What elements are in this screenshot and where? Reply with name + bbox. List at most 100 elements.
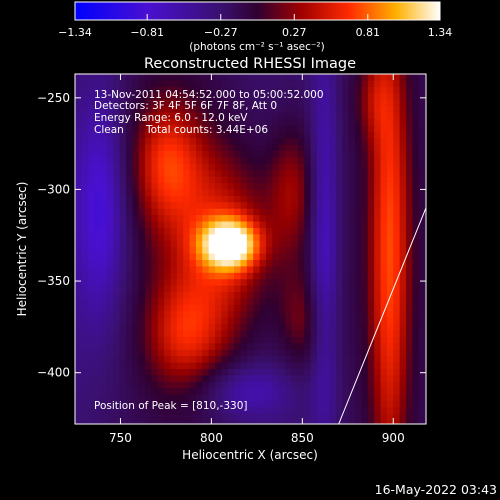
heatmap-cell — [278, 195, 286, 203]
heatmap-cell — [221, 304, 229, 312]
heatmap-cell — [240, 375, 248, 383]
heatmap-cell — [367, 311, 375, 319]
heatmap-cell — [393, 144, 401, 152]
heatmap-cell — [335, 125, 343, 133]
heatmap-cell — [399, 369, 407, 377]
heatmap-cell — [132, 304, 140, 312]
heatmap-cell — [151, 240, 159, 248]
heatmap-cell — [176, 240, 184, 248]
heatmap-cell — [418, 125, 426, 133]
heatmap-cell — [335, 131, 343, 139]
heatmap-cell — [335, 208, 343, 216]
heatmap-cell — [145, 99, 152, 107]
heatmap-cell — [316, 394, 324, 402]
heatmap-cell — [329, 234, 337, 242]
heatmap-cell — [405, 362, 413, 370]
heatmap-cell — [125, 375, 133, 383]
heatmap-cell — [106, 343, 114, 351]
heatmap-cell — [246, 285, 254, 293]
heatmap-cell — [221, 74, 229, 82]
heatmap-cell — [342, 163, 350, 171]
heatmap-cell — [386, 356, 394, 364]
heatmap-cell — [170, 247, 178, 255]
heatmap-cell — [125, 266, 133, 274]
heatmap-cell — [145, 349, 152, 357]
heatmap-cell — [106, 183, 114, 191]
heatmap-cell — [227, 170, 235, 178]
heatmap-cell — [393, 176, 401, 184]
heatmap-cell — [189, 99, 197, 107]
heatmap-cell — [221, 80, 229, 88]
heatmap-cell — [75, 317, 82, 325]
heatmap-cell — [100, 356, 108, 364]
heatmap-cell — [157, 240, 165, 248]
heatmap-cell — [227, 324, 235, 332]
heatmap-cell — [291, 407, 299, 415]
heatmap-cell — [145, 285, 152, 293]
heatmap-cell — [132, 112, 140, 120]
heatmap-cell — [208, 234, 216, 242]
heatmap-cell — [202, 150, 210, 158]
heatmap-cell — [106, 292, 114, 300]
heatmap-cell — [342, 317, 350, 325]
heatmap-cell — [164, 330, 172, 338]
heatmap-cell — [164, 298, 172, 306]
heatmap-cell — [202, 99, 210, 107]
heatmap-cell — [176, 170, 184, 178]
heatmap-cell — [227, 401, 235, 409]
heatmap-cell — [418, 157, 426, 165]
heatmap-cell — [189, 304, 197, 312]
heatmap-cell — [304, 266, 312, 274]
heatmap-cell — [81, 118, 89, 126]
heatmap-cell — [75, 356, 82, 364]
heatmap-cell — [221, 413, 229, 421]
heatmap-cell — [246, 80, 254, 88]
heatmap-cell — [355, 150, 363, 158]
heatmap-cell — [316, 247, 324, 255]
heatmap-cell — [176, 317, 184, 325]
heatmap-cell — [380, 336, 388, 344]
heatmap-cell — [393, 298, 401, 306]
heatmap-cell — [151, 343, 159, 351]
heatmap-cell — [272, 266, 280, 274]
heatmap-cell — [304, 240, 312, 248]
heatmap-cell — [240, 349, 248, 357]
heatmap-cell — [87, 259, 95, 267]
heatmap-cell — [374, 86, 382, 94]
heatmap-cell — [208, 311, 216, 319]
heatmap-cell — [202, 407, 210, 415]
heatmap-cell — [297, 336, 305, 344]
heatmap-cell — [119, 336, 127, 344]
heatmap-cell — [316, 118, 324, 126]
heatmap-cell — [418, 163, 426, 171]
heatmap-cell — [240, 413, 248, 421]
heatmap-cell — [132, 221, 140, 229]
heatmap-cell — [335, 93, 343, 101]
heatmap-cell — [265, 74, 273, 82]
heatmap-cell — [431, 305, 438, 312]
heatmap-cell — [87, 420, 95, 424]
heatmap-cell — [355, 356, 363, 364]
heatmap-cell — [75, 176, 82, 184]
heatmap-cell — [106, 420, 114, 424]
heatmap-cell — [291, 221, 299, 229]
heatmap-cell — [227, 93, 235, 101]
heatmap-cell — [157, 247, 165, 255]
heatmap-cell — [393, 221, 401, 229]
heatmap-cell — [329, 381, 337, 389]
heatmap-cell — [380, 234, 388, 242]
heatmap-cell — [227, 394, 235, 402]
heatmap-cell — [157, 253, 165, 261]
heatmap-cell — [87, 125, 95, 133]
heatmap-cell — [304, 413, 312, 421]
heatmap-cell — [75, 150, 82, 158]
heatmap-cell — [221, 106, 229, 114]
heatmap-cell — [335, 80, 343, 88]
heatmap-cell — [176, 106, 184, 114]
heatmap-cell — [227, 304, 235, 312]
heatmap-cell — [329, 112, 337, 120]
heatmap-cell — [208, 247, 216, 255]
heatmap-cell — [202, 170, 210, 178]
heatmap-cell — [94, 227, 102, 235]
heatmap-cell — [215, 266, 223, 274]
